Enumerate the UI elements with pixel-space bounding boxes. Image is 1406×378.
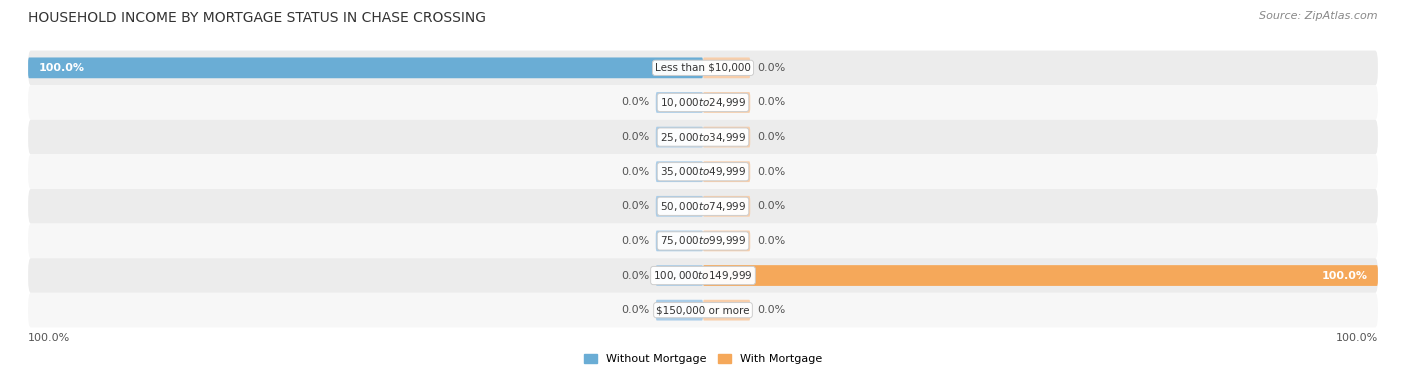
FancyBboxPatch shape [655, 161, 703, 182]
Legend: Without Mortgage, With Mortgage: Without Mortgage, With Mortgage [583, 354, 823, 364]
Text: 0.0%: 0.0% [621, 271, 650, 280]
Text: $25,000 to $34,999: $25,000 to $34,999 [659, 130, 747, 144]
FancyBboxPatch shape [28, 120, 1378, 154]
FancyBboxPatch shape [655, 196, 703, 217]
Text: 100.0%: 100.0% [1336, 333, 1378, 342]
Text: $150,000 or more: $150,000 or more [657, 305, 749, 315]
Text: 0.0%: 0.0% [621, 236, 650, 246]
Text: $35,000 to $49,999: $35,000 to $49,999 [659, 165, 747, 178]
Text: 100.0%: 100.0% [1322, 271, 1368, 280]
FancyBboxPatch shape [703, 127, 751, 147]
Text: HOUSEHOLD INCOME BY MORTGAGE STATUS IN CHASE CROSSING: HOUSEHOLD INCOME BY MORTGAGE STATUS IN C… [28, 11, 486, 25]
FancyBboxPatch shape [703, 57, 751, 78]
FancyBboxPatch shape [703, 265, 1378, 286]
FancyBboxPatch shape [28, 189, 1378, 224]
Text: 0.0%: 0.0% [621, 305, 650, 315]
FancyBboxPatch shape [28, 85, 1378, 120]
FancyBboxPatch shape [655, 300, 703, 321]
Text: 0.0%: 0.0% [621, 201, 650, 211]
FancyBboxPatch shape [28, 51, 1378, 85]
FancyBboxPatch shape [703, 300, 751, 321]
FancyBboxPatch shape [703, 161, 751, 182]
Text: $50,000 to $74,999: $50,000 to $74,999 [659, 200, 747, 213]
Text: $10,000 to $24,999: $10,000 to $24,999 [659, 96, 747, 109]
Text: 0.0%: 0.0% [756, 236, 785, 246]
FancyBboxPatch shape [28, 57, 703, 78]
Text: 0.0%: 0.0% [621, 167, 650, 177]
Text: Source: ZipAtlas.com: Source: ZipAtlas.com [1260, 11, 1378, 21]
FancyBboxPatch shape [703, 196, 751, 217]
FancyBboxPatch shape [655, 231, 703, 251]
Text: 0.0%: 0.0% [756, 305, 785, 315]
Text: 0.0%: 0.0% [756, 132, 785, 142]
Text: 0.0%: 0.0% [756, 63, 785, 73]
FancyBboxPatch shape [703, 231, 751, 251]
Text: $100,000 to $149,999: $100,000 to $149,999 [654, 269, 752, 282]
FancyBboxPatch shape [28, 224, 1378, 258]
Text: $75,000 to $99,999: $75,000 to $99,999 [659, 234, 747, 248]
Text: 0.0%: 0.0% [756, 98, 785, 107]
FancyBboxPatch shape [28, 293, 1378, 327]
Text: 100.0%: 100.0% [38, 63, 84, 73]
FancyBboxPatch shape [703, 92, 751, 113]
FancyBboxPatch shape [655, 127, 703, 147]
Text: Less than $10,000: Less than $10,000 [655, 63, 751, 73]
FancyBboxPatch shape [655, 265, 703, 286]
FancyBboxPatch shape [655, 92, 703, 113]
Text: 0.0%: 0.0% [756, 167, 785, 177]
Text: 0.0%: 0.0% [621, 98, 650, 107]
FancyBboxPatch shape [28, 258, 1378, 293]
Text: 100.0%: 100.0% [28, 333, 70, 342]
Text: 0.0%: 0.0% [621, 132, 650, 142]
FancyBboxPatch shape [28, 154, 1378, 189]
Text: 0.0%: 0.0% [756, 201, 785, 211]
